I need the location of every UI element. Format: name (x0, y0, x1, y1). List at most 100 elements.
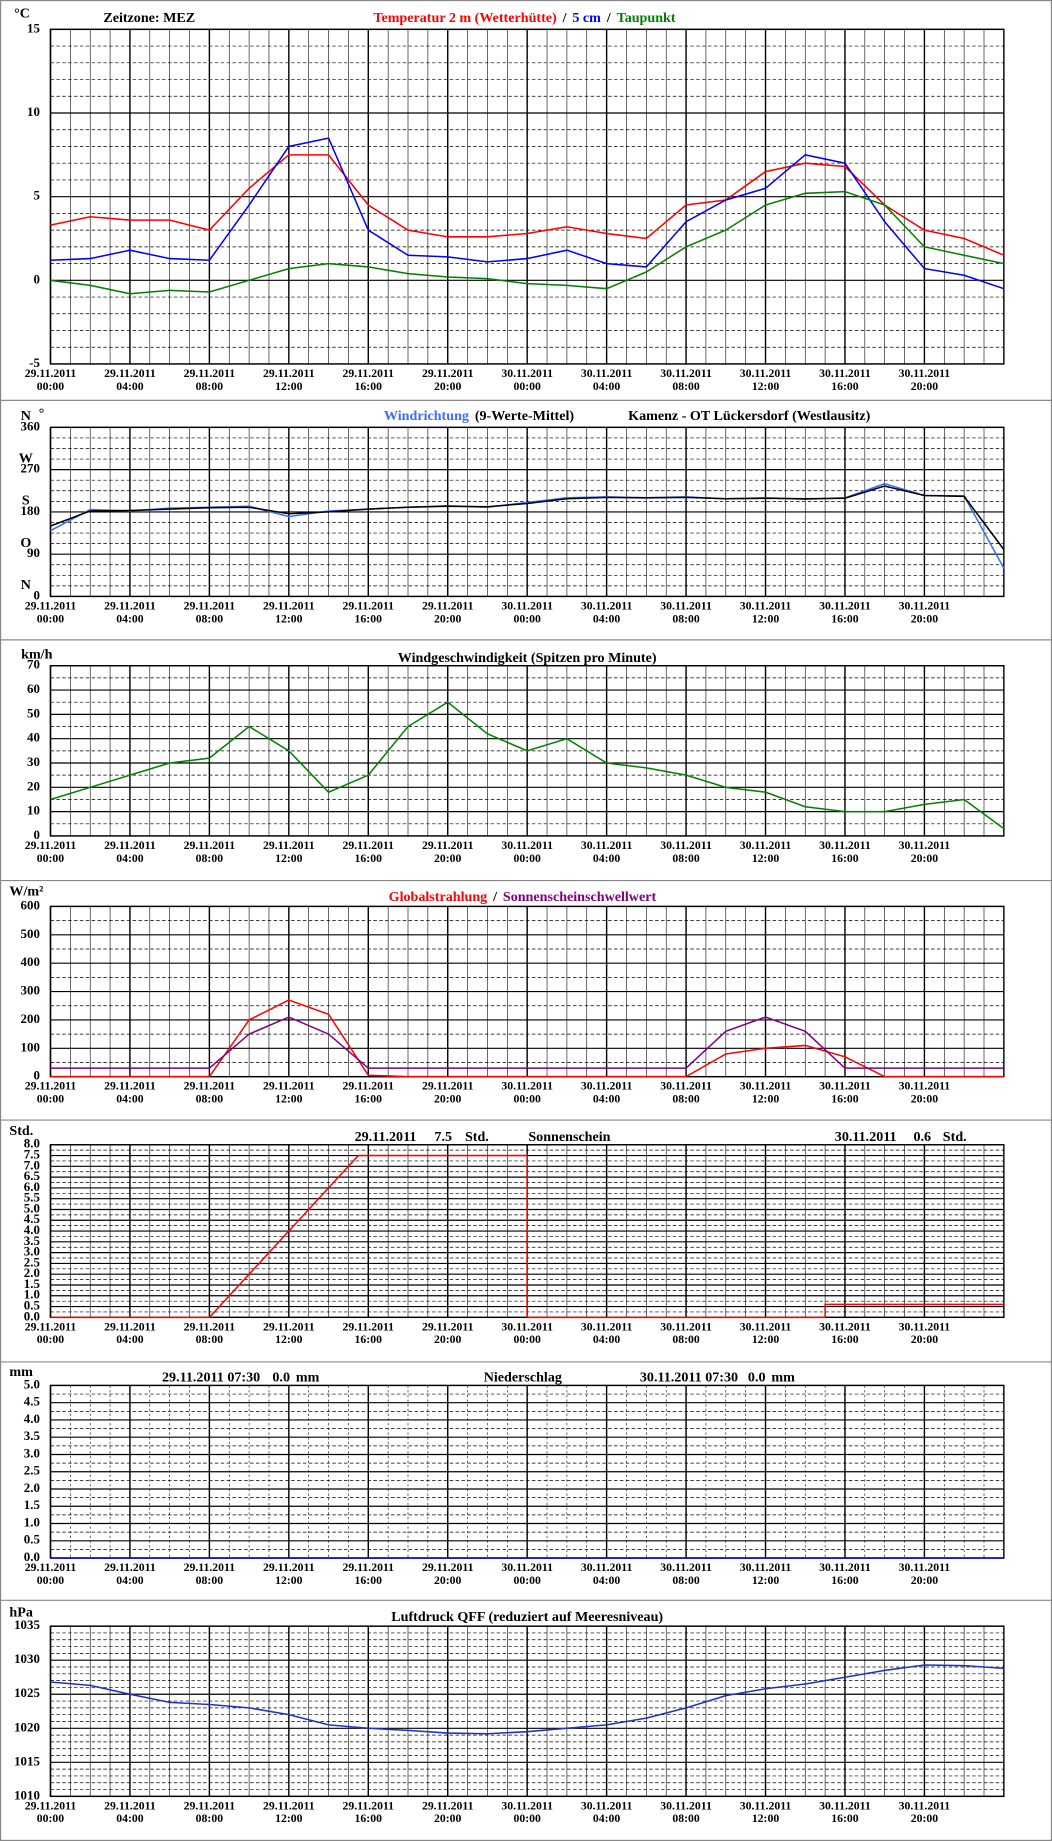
x-tick-label: 30.11.2011 08:00 (660, 1561, 712, 1588)
x-tick-label-box: 29.11.2011 20:00 (421, 1799, 474, 1826)
x-tick-label: 30.11.2011 16:00 (819, 599, 871, 626)
x-tick-label-box: 30.11.2011 20:00 (898, 367, 951, 394)
y-tick-label: 20 (27, 778, 40, 793)
daily-unit: mm (771, 1370, 795, 1386)
x-tick-label-box: 30.11.2011 20:00 (899, 1080, 951, 1106)
x-tick-label-box: 29.11.2011 00:00 (25, 1321, 77, 1347)
x-tick-label-box: 29.11.2011 20:00 (422, 1321, 474, 1347)
x-tick-label: 29.11.2011 08:00 (183, 1799, 236, 1826)
y-tick-label: 7.0 (24, 1157, 40, 1172)
daily-total: 0.6 (913, 1129, 931, 1145)
x-tick-label: 30.11.2011 20:00 (898, 1799, 951, 1826)
compass-label: W (19, 450, 33, 466)
y-axis-label: hPa (9, 1604, 32, 1620)
y-tick-label: 0 (33, 271, 39, 286)
x-tick-label: 30.11.2011 16:00 (819, 1320, 871, 1347)
y-tick-label: 0 (33, 1068, 39, 1083)
x-tick-label: 30.11.2011 00:00 (501, 839, 553, 866)
x-tick-label: 29.11.2011 16:00 (342, 599, 395, 626)
x-tick-label: 29.11.2011 04:00 (104, 1799, 156, 1826)
x-tick-label: 30.11.2011 20:00 (898, 367, 951, 394)
x-tick-label-box: 30.11.2011 04:00 (581, 367, 633, 393)
y-tick-label: 70 (27, 657, 40, 672)
y-tick-label: 1.5 (24, 1497, 40, 1512)
x-tick-label-box: 29.11.2011 04:00 (104, 839, 156, 865)
x-tick-label-box: 30.11.2011 08:00 (660, 1080, 712, 1107)
chart-title: Niederschlag (484, 1370, 562, 1386)
x-tick-label-box: 29.11.2011 20:00 (422, 600, 474, 626)
data-line (50, 701, 1005, 830)
y-tick-label: 10 (27, 803, 40, 818)
y-tick-label: 200 (21, 1011, 40, 1026)
x-tick-label: 29.11.2011 12:00 (263, 839, 315, 866)
x-tick-label-box: 30.11.2011 08:00 (660, 367, 712, 393)
x-tick-label: 29.11.2011 00:00 (24, 839, 77, 866)
x-tick-label: 30.11.2011 00:00 (501, 1561, 553, 1588)
x-tick-label-box: 29.11.2011 00:00 (25, 1080, 77, 1106)
chart-title: Luftdruck QFF (reduziert auf Meeresnivea… (391, 1609, 663, 1625)
x-tick-label: 30.11.2011 12:00 (739, 1561, 792, 1588)
x-tick-label-box: 29.11.2011 00:00 (25, 1562, 77, 1588)
x-tick-label: 29.11.2011 04:00 (104, 1561, 156, 1588)
y-tick-label: 1.0 (24, 1287, 40, 1302)
y-tick-label: 15 (27, 20, 40, 35)
x-tick-label: 29.11.2011 16:00 (342, 367, 395, 394)
x-tick-label: 30.11.2011 00:00 (501, 367, 553, 394)
legend-separator: / (606, 10, 612, 26)
x-tick-label: 29.11.2011 08:00 (183, 367, 236, 394)
x-tick-label: 30.11.2011 08:00 (660, 1080, 712, 1107)
y-tick-label: 5.5 (24, 1190, 40, 1205)
x-tick-label: 30.11.2011 08:00 (660, 1320, 712, 1347)
y-tick-label: 50 (27, 705, 40, 720)
x-tick-label-box: 29.11.2011 16:00 (342, 839, 394, 865)
legend: Temperatur 2 m (Wetterhütte)/5 cm / Taupun… (373, 10, 676, 26)
y-tick-label: 2.5 (24, 1463, 40, 1478)
x-tick-label: 29.11.2011 20:00 (421, 1561, 474, 1588)
legend: Windrichtung (9-Werte-Mittel) (384, 408, 574, 424)
x-tick-label: 30.11.2011 12:00 (739, 839, 792, 866)
y-axis-label: km/h (21, 646, 52, 662)
x-tick-label: 29.11.2011 16:00 (342, 1799, 395, 1826)
x-tick-label: 30.11.2011 00:00 (501, 1080, 553, 1107)
x-tick-label-box: 30.11.2011 16:00 (819, 1800, 871, 1826)
plot-border (49, 665, 1005, 837)
y-tick-label: 0.0 (24, 1549, 40, 1564)
y-axis-label: mm (9, 1364, 33, 1380)
daily-unit: mm (296, 1370, 320, 1386)
x-tick-label: 30.11.2011 04:00 (580, 839, 633, 866)
x-tick-label-box: 30.11.2011 00:00 (501, 367, 553, 394)
x-tick-label-box: 29.11.2011 12:00 (263, 1562, 315, 1588)
x-tick-label-box: 30.11.2011 20:00 (898, 599, 951, 626)
daily-unit: Std. (943, 1129, 967, 1145)
x-tick-label: 30.11.2011 04:00 (580, 1561, 633, 1588)
x-tick-label-box: 29.11.2011 20:00 (421, 1561, 474, 1588)
y-tick-label: 400 (21, 954, 40, 969)
chart-title: Windgeschwindigkeit (Spitzen pro Minute) (398, 650, 657, 666)
x-tick-label: 30.11.2011 20:00 (898, 599, 951, 626)
y-tick-label: 8.0 (24, 1136, 40, 1151)
compass-label: O (20, 535, 31, 551)
x-tick-label: 29.11.2011 08:00 (183, 599, 236, 626)
x-tick-label-box: 29.11.2011 04:00 (104, 1080, 156, 1106)
y-tick-label: 1010 (14, 1787, 40, 1802)
x-tick-label-box: 30.11.2011 00:00 (501, 1800, 553, 1826)
y-tick-label: 90 (27, 545, 40, 560)
y-axis-label: °C (14, 5, 30, 21)
y-axis-label: ° (39, 406, 45, 422)
daily-total: 0.0 (272, 1370, 290, 1386)
plot-border (49, 426, 1005, 598)
compass-label: N (21, 408, 31, 424)
x-tick-label-box: 29.11.2011 12:00 (263, 1321, 315, 1347)
x-tick-label: 29.11.2011 20:00 (421, 1799, 474, 1826)
data-line (50, 137, 1005, 290)
x-tick-label-box: 29.11.2011 20:00 (422, 839, 474, 865)
y-tick-label: 2.0 (24, 1480, 40, 1495)
y-tick-label: 5 (33, 188, 39, 203)
y-tick-label: 5.0 (24, 1376, 40, 1391)
x-tick-label-box: 30.11.2011 08:00 (660, 1320, 712, 1347)
daily-total: 7.5 (434, 1129, 452, 1145)
x-tick-label-box: 29.11.2011 08:00 (183, 599, 236, 626)
x-tick-label-box: 29.11.2011 00:00 (25, 367, 77, 393)
x-tick-label-box: 29.11.2011 12:00 (263, 1800, 315, 1826)
x-tick-label-box: 30.11.2011 12:00 (740, 600, 792, 626)
